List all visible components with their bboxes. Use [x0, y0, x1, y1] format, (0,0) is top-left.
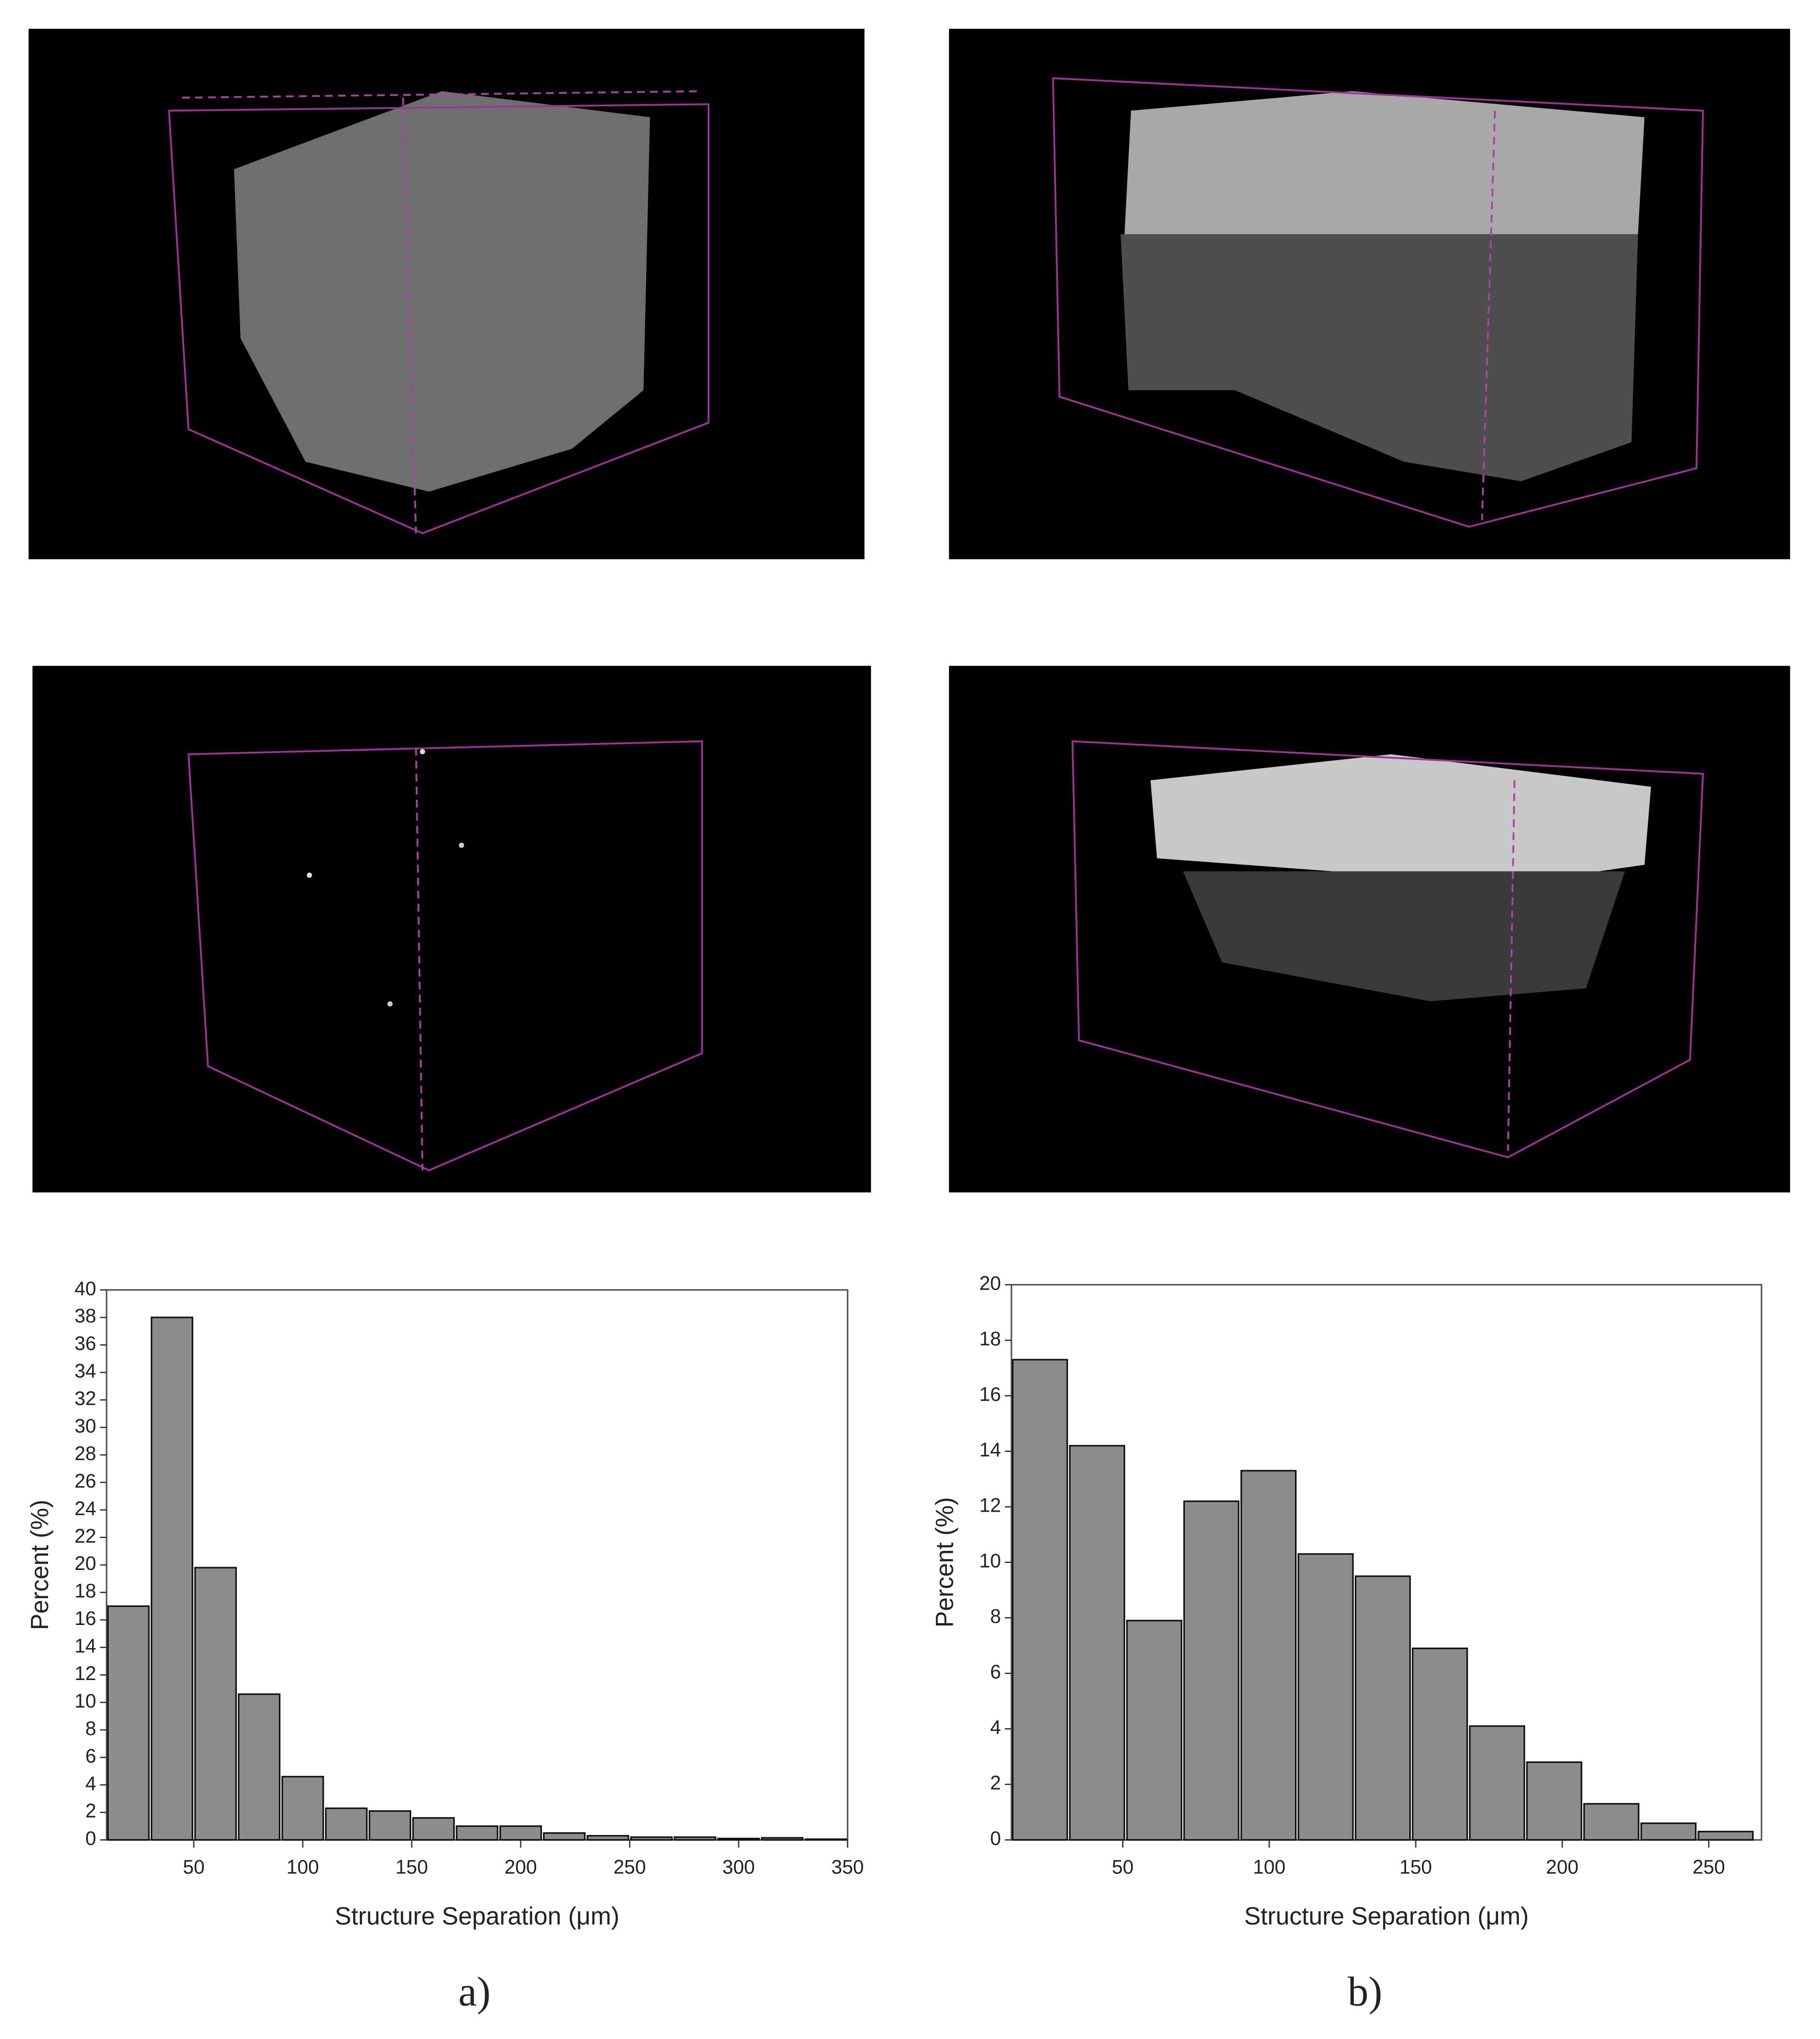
bar — [761, 1837, 804, 1841]
bar — [1355, 1575, 1411, 1841]
bar — [107, 1605, 150, 1841]
bar — [543, 1832, 586, 1841]
y-tick-label: 10 — [74, 1690, 96, 1712]
bar — [1469, 1725, 1525, 1841]
y-tick-label: 24 — [74, 1497, 96, 1519]
x-tick-label: 200 — [1546, 1856, 1579, 1878]
x-tick-label: 50 — [183, 1856, 205, 1878]
y-tick-label: 18 — [74, 1580, 96, 1602]
y-tick-label: 18 — [979, 1328, 1001, 1350]
y-tick-label: 2 — [86, 1800, 96, 1822]
x-axis-title: Structure Separation (μm) — [335, 1903, 619, 1930]
y-tick-label: 4 — [990, 1717, 1001, 1738]
ct-image — [28, 29, 865, 560]
bar — [804, 1838, 847, 1841]
y-tick-label: 20 — [74, 1552, 96, 1574]
x-tick-label: 50 — [1112, 1856, 1134, 1878]
x-tick-label: 100 — [1253, 1856, 1285, 1878]
y-axis-title: Percent (%) — [26, 1500, 54, 1630]
bar — [1526, 1761, 1582, 1841]
bar — [1069, 1445, 1125, 1841]
x-tick-label: 150 — [395, 1856, 428, 1878]
bar — [194, 1567, 237, 1841]
bar — [325, 1807, 368, 1841]
bar — [1012, 1359, 1068, 1841]
y-tick-label: 12 — [979, 1495, 1001, 1516]
caption: b) — [1348, 1969, 1382, 2014]
caption: a) — [458, 1969, 491, 2014]
bar — [1697, 1830, 1754, 1841]
y-tick-label: 0 — [990, 1828, 1001, 1849]
bar — [456, 1825, 499, 1841]
x-tick-label: 150 — [1400, 1856, 1432, 1878]
y-tick-label: 6 — [990, 1661, 1001, 1683]
y-tick-label: 28 — [74, 1442, 96, 1464]
y-tick-label: 34 — [74, 1360, 96, 1382]
bar — [1240, 1470, 1297, 1841]
bar — [150, 1316, 193, 1841]
y-tick-label: 26 — [74, 1470, 96, 1492]
bar — [1412, 1647, 1468, 1841]
y-tick-label: 16 — [74, 1607, 96, 1629]
ct-image — [32, 666, 871, 1193]
bar — [1640, 1822, 1697, 1841]
bar — [238, 1693, 281, 1841]
x-tick-label: 300 — [722, 1856, 755, 1878]
y-tick-label: 22 — [74, 1525, 96, 1547]
y-tick-label: 12 — [74, 1662, 96, 1684]
x-tick-label: 250 — [1692, 1856, 1725, 1878]
x-tick-label: 250 — [613, 1856, 646, 1878]
bar — [630, 1836, 673, 1841]
y-axis-title: Percent (%) — [931, 1497, 958, 1628]
y-tick-label: 40 — [74, 1278, 96, 1299]
x-axis-title: Structure Separation (μm) — [1244, 1903, 1529, 1930]
bar — [1126, 1619, 1183, 1841]
y-tick-label: 14 — [979, 1439, 1001, 1461]
x-tick-label: 350 — [831, 1856, 864, 1878]
y-tick-label: 16 — [979, 1384, 1001, 1405]
bar — [412, 1817, 455, 1841]
bar — [1583, 1803, 1640, 1841]
y-tick-label: 32 — [74, 1388, 96, 1409]
x-tick-label: 100 — [286, 1856, 319, 1878]
bar — [673, 1836, 716, 1841]
y-tick-label: 2 — [990, 1772, 1001, 1794]
y-tick-label: 0 — [86, 1828, 96, 1849]
bar — [586, 1835, 629, 1841]
y-tick-label: 6 — [86, 1745, 96, 1767]
y-tick-label: 30 — [74, 1415, 96, 1437]
y-tick-label: 38 — [74, 1305, 96, 1327]
y-tick-label: 4 — [86, 1773, 96, 1794]
ct-image — [949, 666, 1790, 1193]
y-tick-label: 8 — [86, 1718, 96, 1739]
bar — [281, 1776, 324, 1841]
bar — [717, 1837, 760, 1841]
y-tick-label: 8 — [990, 1606, 1001, 1627]
bar — [1297, 1553, 1354, 1841]
x-tick-label: 200 — [505, 1856, 537, 1878]
y-tick-label: 10 — [979, 1550, 1001, 1572]
y-tick-label: 36 — [74, 1333, 96, 1354]
bar — [1183, 1500, 1240, 1841]
y-tick-label: 20 — [979, 1273, 1001, 1294]
bar — [499, 1825, 542, 1841]
ct-image — [949, 29, 1790, 560]
bar — [369, 1810, 412, 1841]
y-tick-label: 14 — [74, 1635, 96, 1657]
